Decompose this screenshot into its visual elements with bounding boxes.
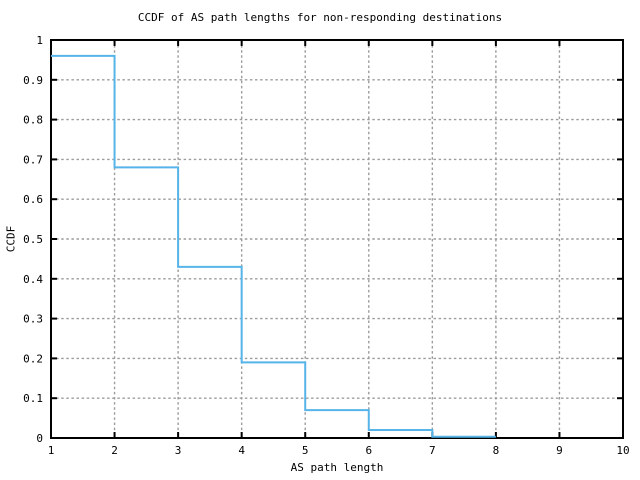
x-tick-label-2: 2 [111,444,118,457]
x-tick-label-8: 8 [493,444,500,457]
y-tick-label-0.8: 0.8 [23,114,43,127]
ccdf-step-line [51,54,496,438]
y-tick-label-0: 0 [36,432,43,445]
y-tick-label-0.2: 0.2 [23,352,43,365]
x-tick-label-1: 1 [48,444,55,457]
x-tick-label-9: 9 [556,444,563,457]
y-tick-label-0.3: 0.3 [23,313,43,326]
x-tick-label-3: 3 [175,444,182,457]
x-tick-label-10: 10 [616,444,629,457]
x-tick-label-5: 5 [302,444,309,457]
x-tick-label-4: 4 [238,444,245,457]
y-tick-label-0.9: 0.9 [23,74,43,87]
x-axis-title: AS path length [290,461,384,474]
y-axis-title: CCDF [4,225,18,253]
y-tick-label-0.7: 0.7 [23,153,43,166]
y-tick-label-0.6: 0.6 [23,193,43,206]
y-tick-label-0.5: 0.5 [23,233,43,246]
chart-title: CCDF of AS path lengths for non-respondi… [137,11,503,24]
y-tick-label-0.4: 0.4 [23,273,43,286]
x-tick-label-6: 6 [365,444,372,457]
x-tick-label-7: 7 [429,444,436,457]
y-tick-label-1: 1 [36,34,43,47]
y-tick-label-0.1: 0.1 [23,392,43,405]
